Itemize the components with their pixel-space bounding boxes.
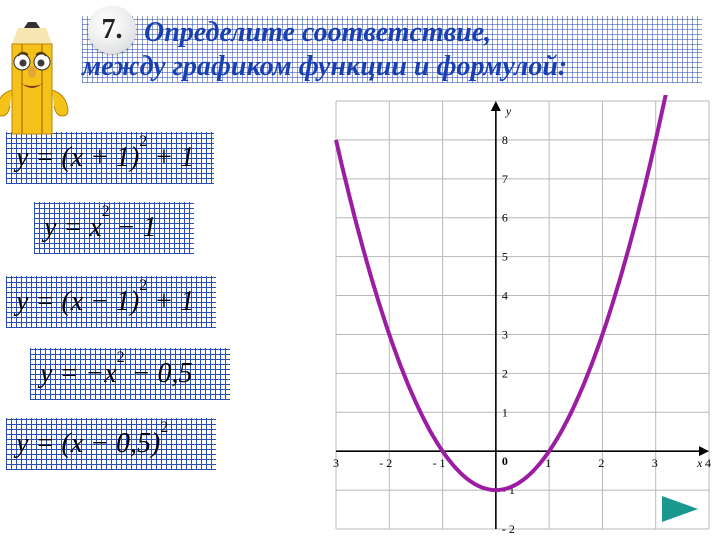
svg-text:3: 3 [502,327,508,341]
svg-text:6: 6 [502,211,508,225]
svg-text:- 2: - 2 [379,456,392,470]
title-line-2: между графиком функции и формулой: [82,50,702,84]
svg-text:- 1: - 1 [433,456,446,470]
formula-option-4[interactable]: y = −x2 − 0,5 [30,348,230,400]
svg-text:1: 1 [502,405,508,419]
formula-option-3[interactable]: y = (x − 1)2 + 1 [6,276,216,328]
svg-text:0: 0 [502,454,508,468]
pencil-mascot [0,20,80,150]
svg-text:5: 5 [502,250,508,264]
question-title: Определите соответствие, между графиком … [82,16,702,83]
formula-option-2[interactable]: y = x2 − 1 [34,202,194,254]
svg-text:- 3: - 3 [330,456,339,470]
svg-text:y: y [505,104,512,118]
svg-text:x: x [696,456,703,470]
title-line-1: Определите соответствие, [82,16,702,50]
svg-text:7: 7 [502,172,508,186]
formula-option-5[interactable]: y = (x − 0,5)2 [6,418,216,470]
question-number-badge: 7. [88,6,136,54]
next-button[interactable] [658,492,702,526]
svg-text:4: 4 [705,456,711,470]
svg-text:3: 3 [652,456,658,470]
svg-text:4: 4 [502,289,508,303]
svg-text:2: 2 [598,456,604,470]
svg-text:2: 2 [502,366,508,380]
svg-text:- 2: - 2 [502,522,515,535]
svg-text:8: 8 [502,133,508,147]
function-graph: - 3- 2- 11234- 2- 1123456780xy [330,95,715,535]
